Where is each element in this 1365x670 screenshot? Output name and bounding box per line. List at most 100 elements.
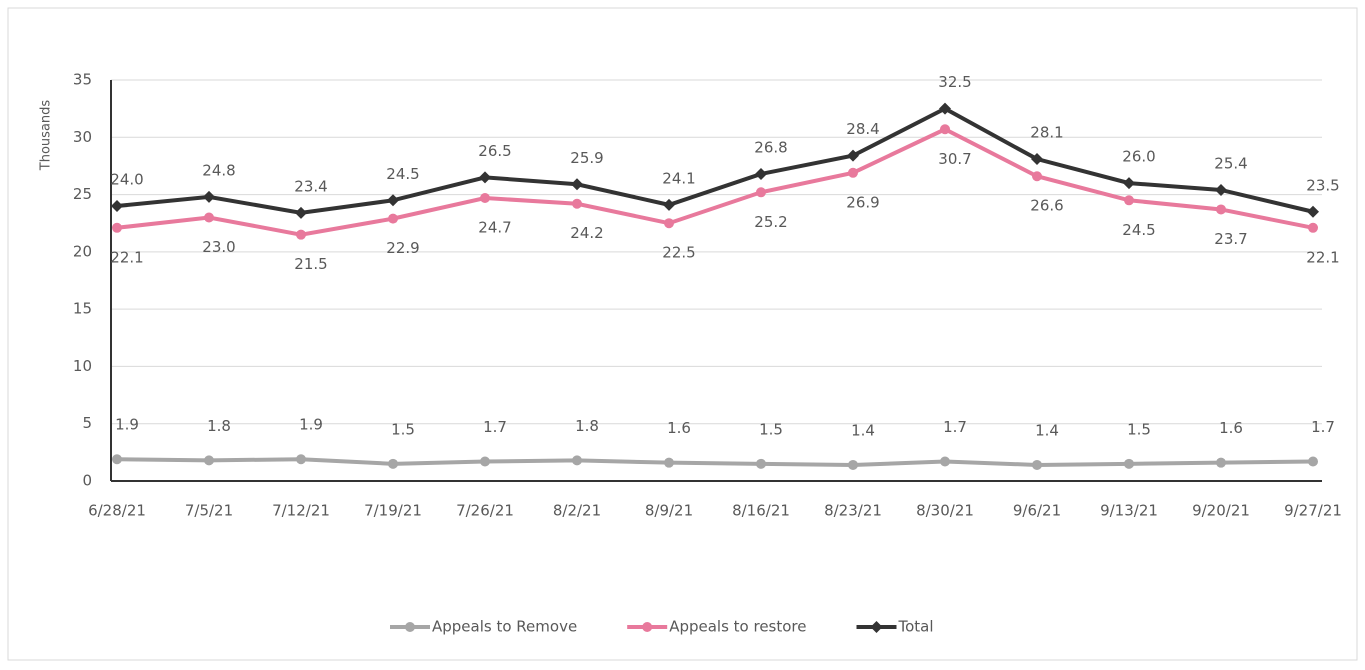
data-label: 23.0 (202, 238, 235, 256)
x-tick-label: 9/20/21 (1192, 502, 1250, 520)
data-label: 23.7 (1214, 230, 1247, 248)
data-point (940, 124, 950, 135)
data-point (112, 454, 122, 465)
data-point (664, 218, 674, 229)
data-point (848, 167, 858, 178)
legend-marker (642, 622, 653, 632)
y-tick-label: 0 (82, 472, 92, 490)
data-label: 24.5 (386, 165, 419, 183)
y-tick-label: 25 (73, 185, 92, 203)
data-label: 26.0 (1122, 148, 1155, 166)
data-point (479, 171, 491, 184)
legend-marker (870, 621, 883, 633)
data-point (1308, 222, 1318, 233)
data-point (572, 455, 582, 466)
data-label: 26.5 (478, 142, 511, 160)
data-label: 1.7 (943, 418, 967, 436)
data-point (203, 190, 215, 203)
data-point (940, 456, 950, 467)
legend-label: Appeals to Remove (432, 618, 577, 636)
data-point (387, 194, 399, 207)
legend-label: Appeals to restore (669, 618, 806, 636)
data-label: 1.8 (575, 417, 599, 435)
x-tick-label: 9/27/21 (1284, 502, 1342, 520)
data-label: 24.7 (478, 219, 511, 237)
data-point (480, 193, 490, 204)
data-point (111, 200, 123, 213)
y-tick-label: 30 (73, 128, 92, 146)
data-point (939, 102, 951, 115)
data-label: 24.1 (662, 169, 695, 187)
data-point (571, 178, 583, 191)
data-point (204, 212, 214, 223)
data-label: 1.5 (759, 420, 783, 438)
y-tick-label: 5 (82, 414, 92, 432)
data-label: 22.1 (110, 248, 143, 266)
legend-marker (405, 622, 415, 632)
series-line (116, 127, 1314, 237)
data-point (1032, 171, 1042, 182)
data-point (1031, 153, 1043, 166)
series-line (116, 106, 1314, 215)
data-label: 25.9 (570, 149, 603, 167)
x-tick-label: 9/6/21 (1013, 502, 1061, 520)
data-label: 22.1 (1306, 248, 1339, 266)
data-point (388, 458, 398, 469)
data-label: 25.2 (754, 213, 787, 231)
data-label: 26.8 (754, 138, 787, 156)
data-label: 24.5 (1122, 221, 1155, 239)
data-point (388, 213, 398, 224)
x-tick-label: 8/23/21 (824, 502, 882, 520)
data-label: 1.4 (851, 421, 875, 439)
x-tick-label: 7/26/21 (456, 502, 514, 520)
data-label: 1.9 (115, 416, 139, 434)
data-label: 28.4 (846, 120, 879, 138)
data-label: 23.4 (294, 177, 327, 195)
data-point (664, 457, 674, 468)
data-point (755, 167, 767, 180)
data-point (1215, 183, 1227, 196)
data-point (480, 456, 490, 467)
data-label: 22.5 (662, 244, 695, 262)
data-label: 21.5 (294, 255, 327, 273)
y-axis-label: Thousands (39, 100, 54, 172)
data-label: 30.7 (938, 150, 971, 168)
data-label: 25.4 (1214, 154, 1247, 172)
data-point (1124, 458, 1134, 469)
data-label: 1.7 (1311, 418, 1335, 436)
data-label: 26.6 (1030, 197, 1063, 215)
x-tick-label: 8/16/21 (732, 502, 790, 520)
data-point (1307, 205, 1319, 218)
data-label: 23.5 (1306, 176, 1339, 194)
x-tick-label: 7/12/21 (272, 502, 330, 520)
data-label: 1.8 (207, 417, 231, 435)
y-tick-label: 10 (73, 357, 92, 375)
data-point (296, 454, 306, 465)
data-point (1216, 457, 1226, 468)
x-tick-label: 9/13/21 (1100, 502, 1158, 520)
data-point (296, 229, 306, 240)
y-tick-label: 15 (73, 300, 92, 318)
x-tick-label: 8/30/21 (916, 502, 974, 520)
data-point (1123, 177, 1135, 190)
x-tick-label: 7/5/21 (185, 502, 233, 520)
series-line (116, 457, 1314, 467)
data-point (1124, 195, 1134, 206)
data-label: 1.7 (483, 418, 507, 436)
legend-label: Total (898, 618, 934, 636)
x-tick-label: 6/28/21 (88, 502, 146, 520)
data-label: 32.5 (938, 73, 971, 91)
data-label: 24.2 (570, 224, 603, 242)
data-label: 1.6 (1219, 419, 1243, 437)
data-label: 1.9 (299, 416, 323, 434)
x-tick-label: 8/2/21 (553, 502, 601, 520)
data-label: 28.1 (1030, 124, 1063, 142)
data-point (1216, 204, 1226, 215)
data-label: 24.0 (110, 171, 143, 189)
data-point (572, 198, 582, 209)
y-tick-label: 20 (73, 242, 92, 260)
data-point (663, 198, 675, 211)
data-label: 22.9 (386, 239, 419, 257)
data-label: 26.9 (846, 193, 879, 211)
data-point (1308, 456, 1318, 467)
